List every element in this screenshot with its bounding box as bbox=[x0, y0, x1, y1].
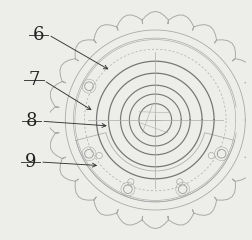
Text: 6: 6 bbox=[33, 26, 44, 44]
Text: 9: 9 bbox=[25, 153, 36, 171]
Text: 8: 8 bbox=[26, 112, 37, 130]
Text: 7: 7 bbox=[28, 71, 40, 89]
